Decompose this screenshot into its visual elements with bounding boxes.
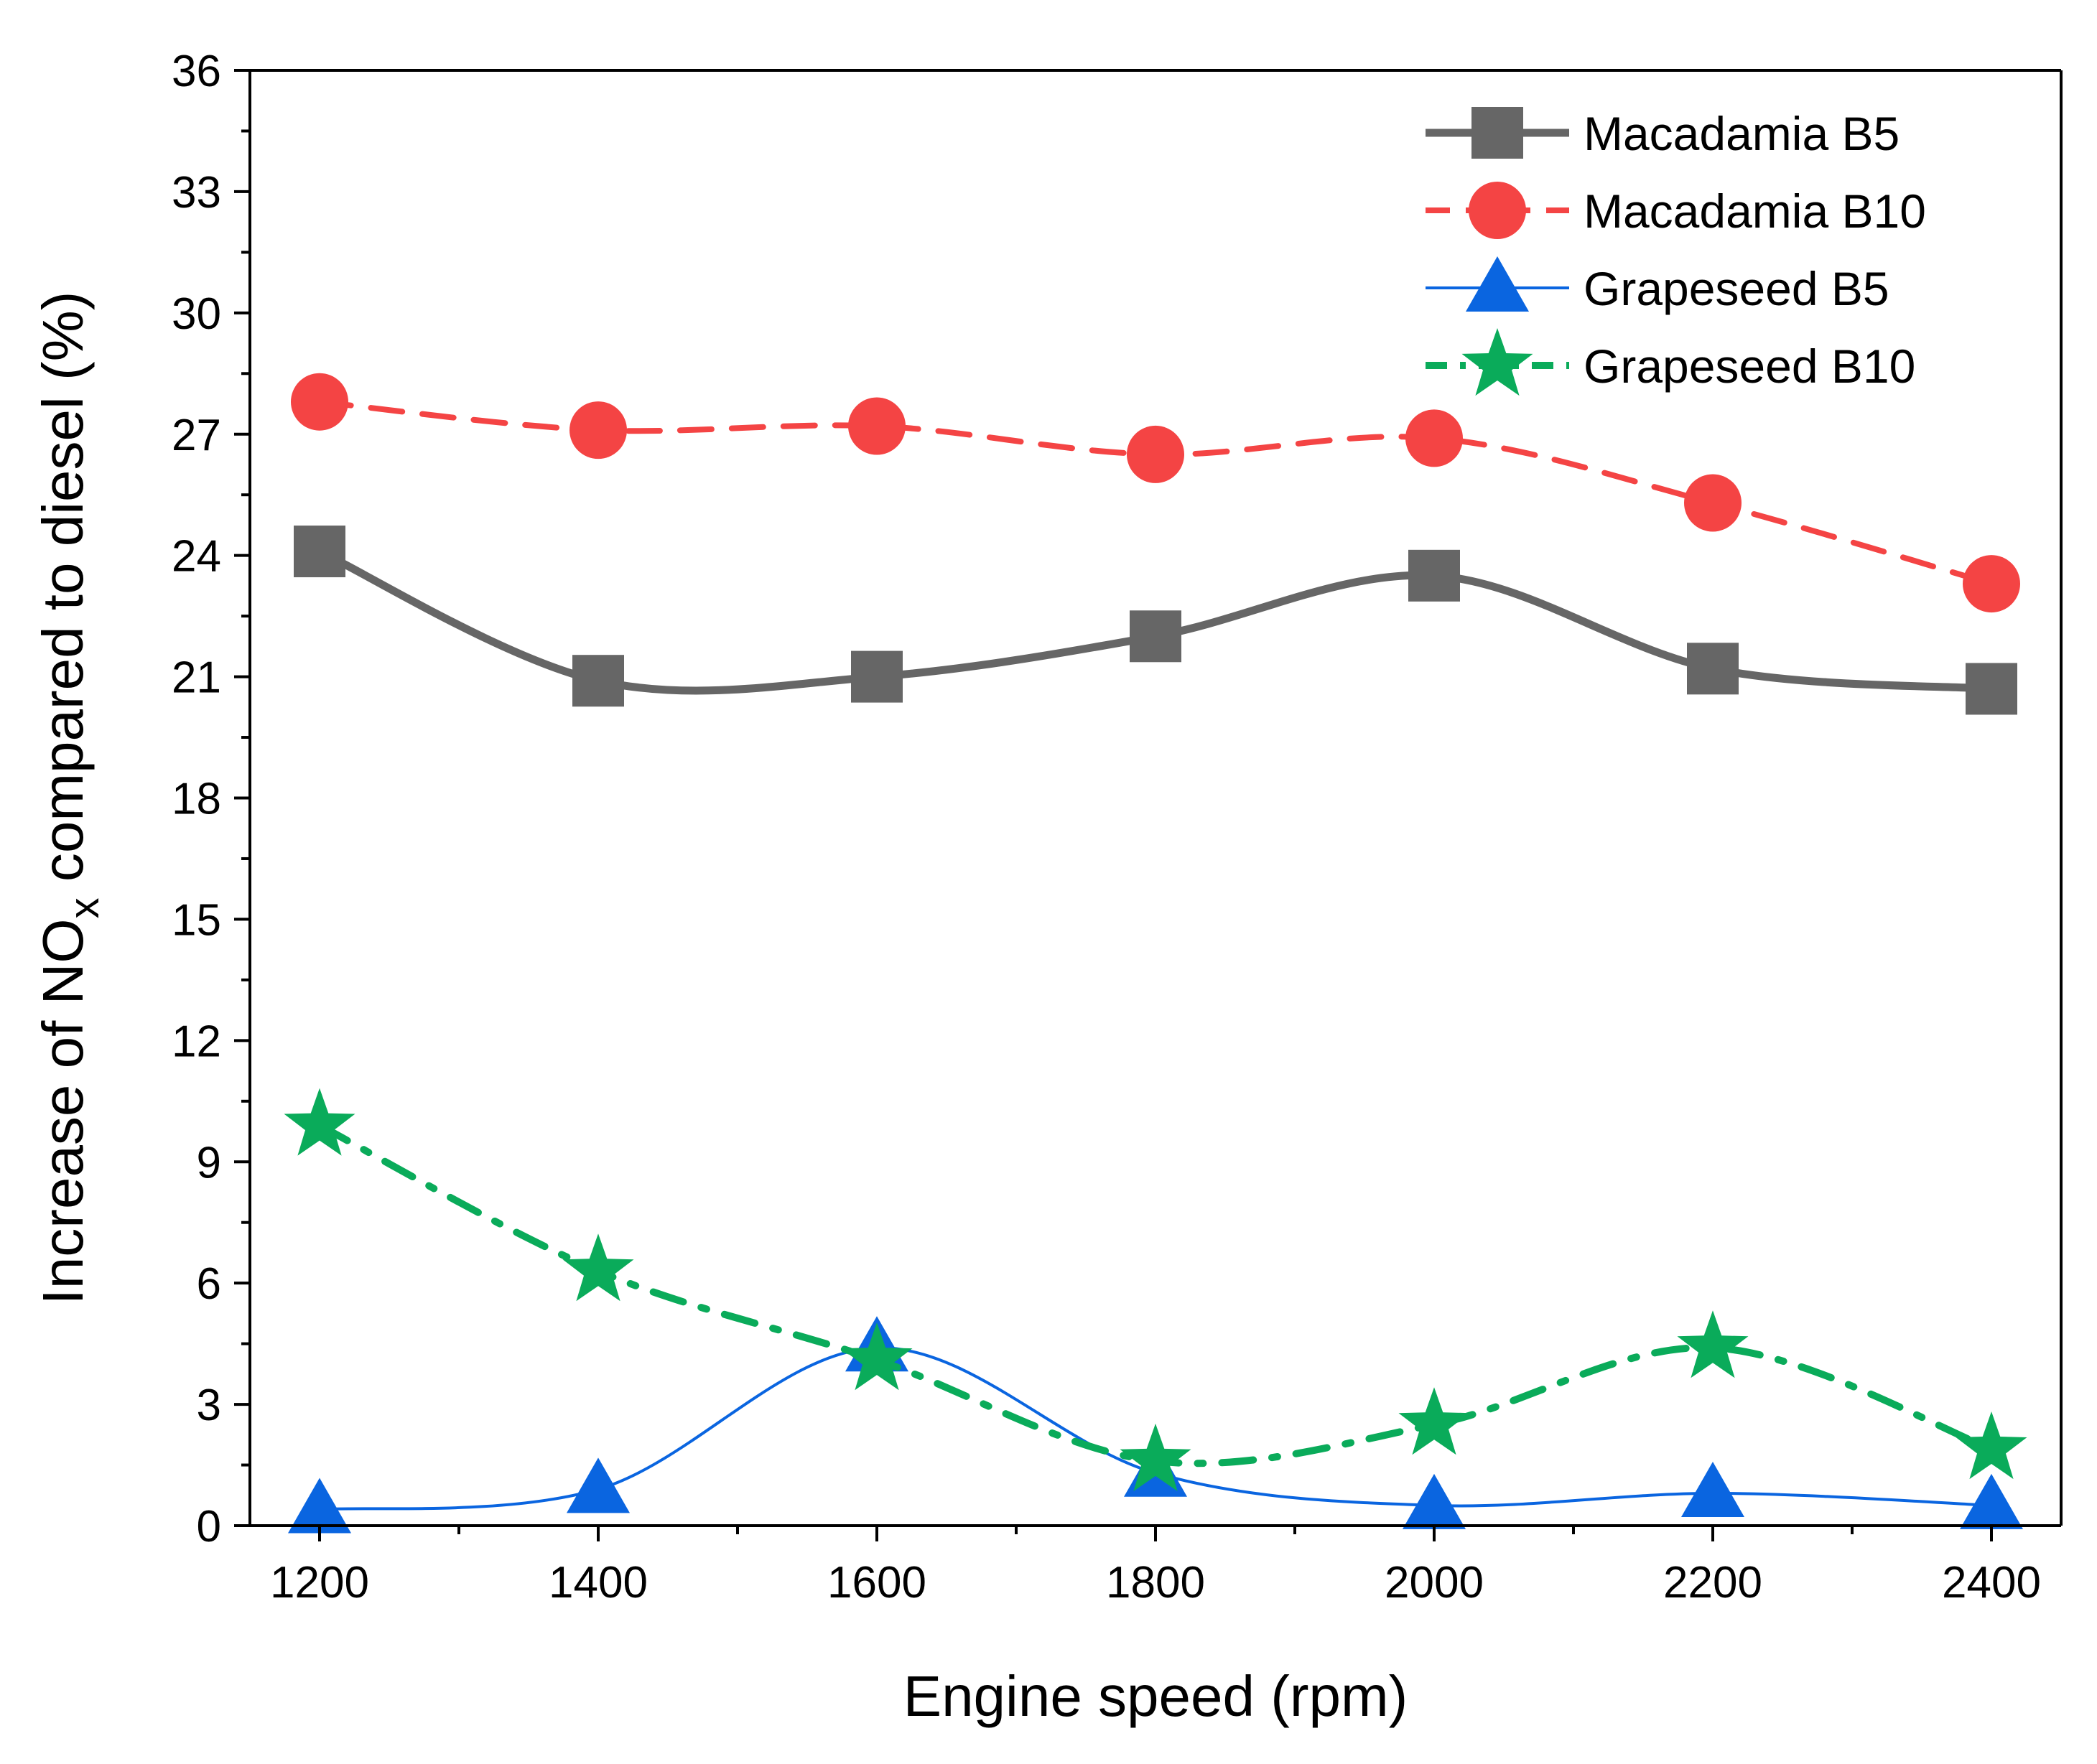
- x-axis-title: Engine speed (rpm): [903, 1664, 1408, 1728]
- y-tick-label: 9: [197, 1138, 221, 1187]
- square-marker: [851, 650, 903, 703]
- series-line: [316, 1121, 1995, 1467]
- circle-marker: [291, 373, 348, 431]
- circle-marker: [1405, 409, 1463, 467]
- y-tick-label: 24: [172, 532, 221, 582]
- triangle-marker: [1960, 1473, 2023, 1529]
- legend-label: Grapeseed B10: [1584, 340, 1915, 393]
- triangle-marker: [1681, 1461, 1744, 1517]
- circle-marker: [1127, 425, 1184, 483]
- square-marker: [294, 526, 345, 578]
- series-layer: [284, 373, 2027, 1534]
- y-tick-label: 0: [197, 1502, 221, 1551]
- y-axis-title-prefix: Increase of NO: [31, 918, 95, 1305]
- y-tick-label: 21: [172, 653, 221, 703]
- x-tick-label: 1200: [270, 1558, 369, 1607]
- y-tick-label: 33: [172, 168, 221, 218]
- y-tick-label: 15: [172, 895, 221, 945]
- circle-marker: [569, 401, 627, 459]
- x-tick-label: 2200: [1663, 1558, 1762, 1607]
- triangle-marker: [1403, 1473, 1466, 1529]
- triangle-marker: [567, 1457, 630, 1513]
- legend-label: Grapeseed B5: [1584, 262, 1889, 315]
- x-tick-label: 1400: [549, 1558, 648, 1607]
- legend-label: Macadamia B10: [1584, 185, 1926, 238]
- y-axis-title: Increase of NOx compared to diesel (%): [31, 291, 108, 1305]
- x-tick-label: 2400: [1942, 1558, 2041, 1607]
- star-marker: [1461, 328, 1533, 396]
- star-marker: [1956, 1411, 2027, 1480]
- star-marker: [562, 1233, 634, 1302]
- square-marker: [1130, 610, 1181, 663]
- y-axis-title-suffix: compared to diesel (%): [31, 291, 95, 898]
- y-tick-label: 27: [172, 411, 221, 460]
- square-marker: [1687, 643, 1739, 695]
- circle-marker: [1684, 474, 1742, 532]
- star-marker: [284, 1088, 355, 1156]
- legend-label: Macadamia B5: [1584, 107, 1900, 160]
- square-marker: [1471, 107, 1523, 159]
- y-axis-title-subscript: x: [61, 897, 108, 918]
- axes: 1200 1400 1600 1800 2000 2200 2400036912151821…: [172, 47, 2063, 1607]
- legend-entry: Macadamia B10: [1426, 182, 1926, 239]
- x-tick-label: 1600: [827, 1558, 926, 1607]
- y-tick-label: 6: [197, 1259, 221, 1309]
- star-marker: [1398, 1387, 1470, 1455]
- y-tick-label: 12: [172, 1017, 221, 1066]
- triangle-marker: [1466, 256, 1529, 312]
- circle-marker: [1963, 555, 2020, 613]
- x-tick-label: 2000: [1385, 1558, 1484, 1607]
- legend: Macadamia B5 Macadamia B10 Grapeseed B5 Gra…: [1426, 107, 1926, 396]
- series-macadamia-b10: [291, 373, 2020, 613]
- legend-entry: Grapeseed B5: [1426, 256, 1889, 315]
- legend-entry: Grapeseed B10: [1426, 328, 1915, 396]
- y-tick-label: 36: [172, 47, 221, 96]
- circle-marker: [848, 397, 906, 455]
- star-marker: [1677, 1310, 1749, 1378]
- series-macadamia-b5: [294, 526, 2017, 715]
- star-marker: [841, 1322, 913, 1391]
- y-tick-label: 18: [172, 775, 221, 824]
- square-marker: [1966, 663, 2017, 715]
- circle-marker: [1469, 182, 1526, 239]
- square-marker: [572, 655, 624, 707]
- series-grapeseed-b10: [284, 1088, 2027, 1491]
- triangle-marker: [288, 1478, 351, 1534]
- y-tick-label: 3: [197, 1381, 221, 1430]
- star-marker: [1120, 1423, 1191, 1491]
- x-tick-label: 1800: [1106, 1558, 1205, 1607]
- legend-entry: Macadamia B5: [1426, 107, 1900, 160]
- square-marker: [1408, 549, 1460, 602]
- y-tick-label: 30: [172, 289, 221, 339]
